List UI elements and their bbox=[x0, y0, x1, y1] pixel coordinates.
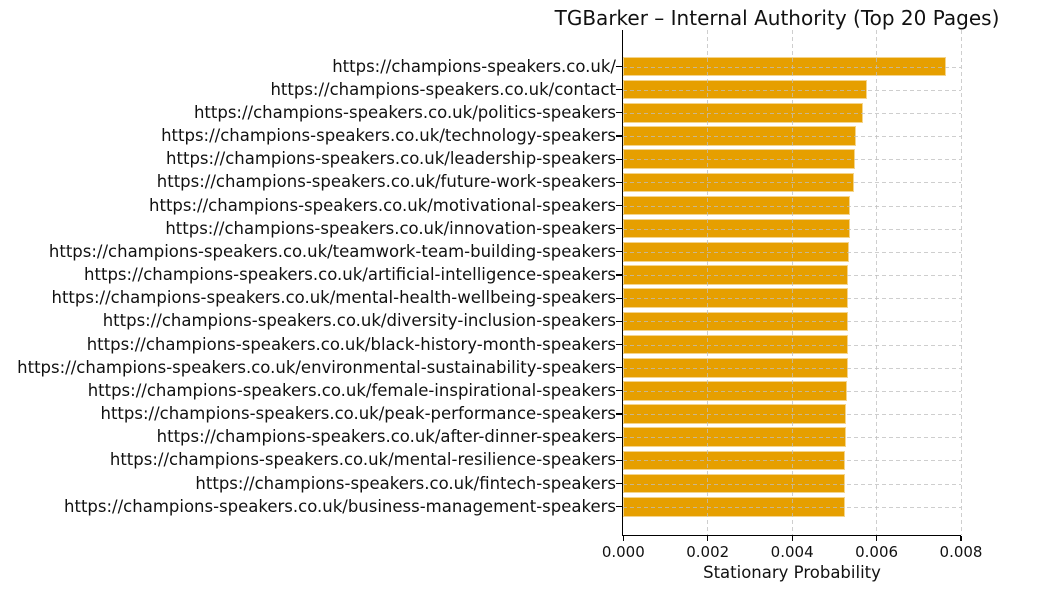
y-tick-label: https://champions-speakers.co.uk/leaders… bbox=[166, 149, 616, 169]
x-tick-label: 0.004 bbox=[770, 543, 814, 561]
v-gridline bbox=[791, 30, 793, 535]
v-gridline bbox=[960, 30, 962, 535]
bar bbox=[623, 56, 946, 77]
y-tick-mark bbox=[616, 274, 622, 276]
y-tick-label: https://champions-speakers.co.uk/female-… bbox=[87, 380, 616, 400]
y-tick-mark bbox=[616, 112, 622, 114]
y-tick-mark bbox=[616, 297, 622, 299]
v-gridline bbox=[707, 30, 709, 535]
y-tick-label: https://champions-speakers.co.uk/technol… bbox=[161, 126, 616, 145]
x-tick-label: 0.002 bbox=[686, 543, 730, 561]
y-tick-label: https://champions-speakers.co.uk/busines… bbox=[64, 496, 616, 516]
y-tick-mark bbox=[616, 390, 622, 392]
y-tick-label: https://champions-speakers.co.uk/mental-… bbox=[51, 288, 616, 308]
y-tick-mark bbox=[616, 436, 622, 438]
y-tick-label: https://champions-speakers.co.uk/contact bbox=[270, 79, 616, 99]
bar bbox=[623, 218, 850, 239]
y-tick-label: https://champions-speakers.co.uk/teamwor… bbox=[48, 241, 616, 261]
y-tick-mark bbox=[616, 413, 622, 415]
x-tick-label: 0.000 bbox=[601, 543, 645, 561]
x-tick-mark bbox=[622, 536, 624, 541]
y-tick-mark bbox=[616, 65, 622, 68]
y-tick-label: https://champions-speakers.co.uk/peak-pe… bbox=[100, 404, 617, 424]
y-tick-label: https://champions-speakers.co.uk/motivat… bbox=[149, 195, 616, 215]
y-tick-label: https://champions-speakers.co.uk/fintech… bbox=[195, 473, 616, 493]
y-tick-label: https://champions-speakers.co.uk/ bbox=[332, 56, 616, 76]
y-tick-label: https://champions-speakers.co.uk/environ… bbox=[17, 357, 616, 377]
y-tick-mark bbox=[616, 181, 622, 183]
x-tick-mark bbox=[960, 536, 962, 541]
x-tick-label: 0.006 bbox=[855, 543, 899, 561]
y-tick-mark bbox=[616, 228, 622, 230]
plot-area bbox=[622, 30, 962, 536]
y-tick-mark bbox=[616, 251, 622, 253]
x-tick-mark bbox=[875, 536, 878, 541]
y-tick-mark bbox=[616, 204, 622, 207]
x-tick-mark bbox=[791, 536, 793, 541]
y-tick-mark bbox=[616, 367, 622, 369]
y-tick-label: https://champions-speakers.co.uk/mental-… bbox=[109, 450, 616, 470]
x-tick-mark bbox=[707, 536, 709, 541]
chart-title: TGBarker – Internal Authority (Top 20 Pa… bbox=[554, 6, 1000, 30]
y-tick-mark bbox=[616, 482, 622, 485]
x-axis-label: Stationary Probability bbox=[703, 563, 881, 582]
y-tick-mark bbox=[616, 135, 622, 137]
y-tick-label: https://champions-speakers.co.uk/innovat… bbox=[165, 218, 616, 238]
y-tick-label: https://champions-speakers.co.uk/black-h… bbox=[86, 334, 616, 354]
y-tick-mark bbox=[616, 506, 622, 508]
y-tick-label: https://champions-speakers.co.uk/artific… bbox=[84, 265, 616, 285]
y-tick-mark bbox=[616, 89, 622, 91]
x-tick-label: 0.008 bbox=[939, 543, 983, 561]
y-tick-mark bbox=[616, 320, 622, 322]
bar bbox=[623, 427, 846, 447]
y-tick-mark bbox=[616, 343, 622, 346]
v-gridline bbox=[876, 30, 878, 535]
y-tick-label: https://champions-speakers.co.uk/future-… bbox=[156, 172, 616, 192]
y-tick-label: https://champions-speakers.co.uk/politic… bbox=[193, 102, 616, 122]
y-tick-label: https://champions-speakers.co.uk/after-d… bbox=[156, 427, 616, 447]
y-tick-label: https://champions-speakers.co.uk/diversi… bbox=[102, 311, 616, 331]
y-tick-mark bbox=[616, 158, 622, 160]
y-tick-mark bbox=[616, 459, 622, 461]
